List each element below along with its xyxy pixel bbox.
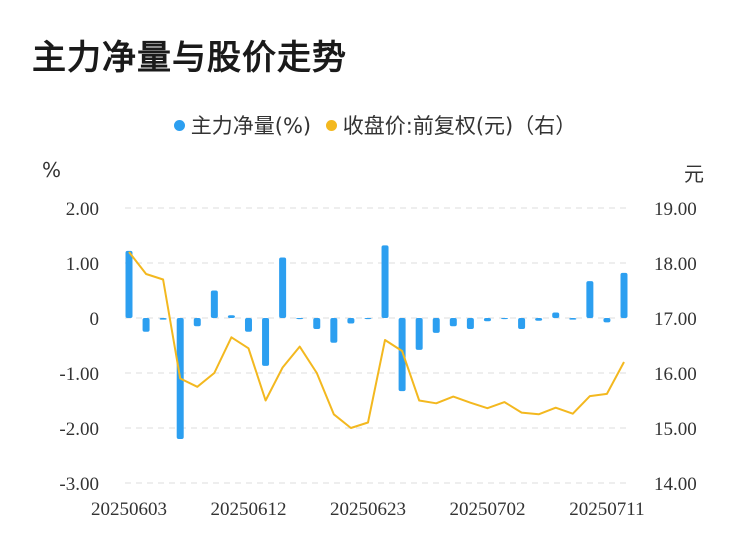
y-left-tick-label: 2.00 (66, 199, 99, 220)
net-bar (347, 318, 355, 324)
y-left-tick-label: 0 (90, 309, 100, 330)
net-bar (501, 318, 509, 320)
price-line (128, 251, 625, 429)
legend-dot-price (325, 119, 337, 131)
y-right-tick-label: 19.00 (654, 199, 697, 220)
net-bar (569, 318, 577, 320)
x-tick-label: 20250623 (330, 499, 406, 520)
net-bar (193, 318, 201, 327)
legend-label-net: 主力净量(%) (190, 114, 312, 138)
net-bar (432, 318, 440, 333)
net-bar (125, 250, 133, 318)
net-bar (381, 245, 389, 318)
y-right-tick-label: 17.00 (654, 309, 697, 330)
net-bar (518, 318, 526, 329)
net-bar (603, 318, 611, 323)
net-bar (313, 318, 321, 329)
net-bar (586, 281, 594, 318)
net-bar (244, 318, 252, 332)
y-right-tick-label: 16.00 (654, 364, 697, 385)
y-right-tick-label: 18.00 (654, 254, 697, 275)
net-bar (364, 318, 372, 320)
chart-title: 主力净量与股价走势 (32, 38, 347, 78)
x-tick-label: 20250603 (91, 499, 167, 520)
net-bar (262, 318, 270, 366)
right-axis-unit: 元 (684, 162, 704, 186)
net-bar (415, 318, 423, 350)
net-bar (210, 290, 218, 318)
net-bar (142, 318, 150, 332)
legend-dot-net (173, 119, 185, 131)
net-bar (296, 318, 304, 320)
legend: 主力净量(%) 收盘价:前复权(元)（右） (0, 110, 750, 140)
y-left-tick-label: -1.00 (59, 364, 99, 385)
net-bar (398, 318, 406, 392)
net-bar (449, 318, 457, 327)
y-left-tick-label: -2.00 (59, 419, 99, 440)
net-bar (483, 318, 491, 322)
net-bar (279, 257, 287, 318)
y-left-tick-label: 1.00 (66, 254, 99, 275)
y-right-tick-label: 15.00 (654, 419, 697, 440)
net-bar (535, 318, 543, 321)
x-tick-label: 20250612 (210, 499, 286, 520)
net-bar (227, 315, 235, 318)
legend-label-price: 收盘价:前复权(元)（右） (342, 114, 577, 138)
x-tick-label: 20250711 (569, 499, 644, 520)
legend-item-net[interactable]: 主力净量(%) (173, 110, 312, 140)
legend-item-price[interactable]: 收盘价:前复权(元)（右） (325, 110, 577, 140)
net-bar (466, 318, 474, 329)
y-right-tick-label: 14.00 (654, 474, 697, 495)
net-bar (159, 318, 167, 320)
y-left-tick-label: -3.00 (59, 474, 99, 495)
net-bar (330, 318, 338, 343)
net-bar (620, 272, 628, 318)
net-bar (552, 312, 560, 318)
x-tick-label: 20250702 (449, 499, 525, 520)
left-axis-unit: % (42, 158, 62, 182)
